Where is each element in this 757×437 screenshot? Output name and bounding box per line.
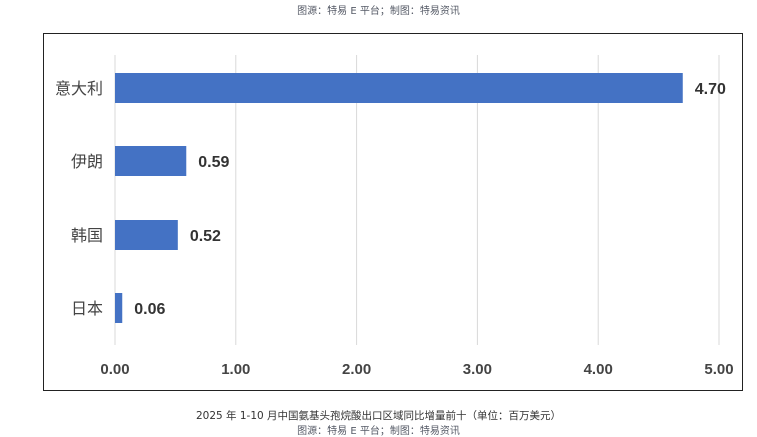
data-label: 4.70 [695, 81, 726, 98]
data-label: 0.52 [190, 228, 221, 245]
x-tick-label: 4.00 [584, 361, 613, 378]
x-tick-label: 2.00 [342, 361, 371, 378]
category-label: 韩国 [71, 226, 103, 245]
bar [115, 73, 683, 103]
bar [115, 220, 178, 250]
x-tick-label: 1.00 [221, 361, 250, 378]
x-tick-label: 0.00 [100, 361, 129, 378]
category-label: 意大利 [55, 79, 103, 98]
x-tick-label: 5.00 [704, 361, 733, 378]
data-label: 0.06 [134, 301, 165, 318]
data-label: 0.59 [198, 154, 229, 171]
bar [115, 293, 123, 323]
chart-frame [43, 33, 743, 391]
source-note-bottom: 图源：特易 E 平台；制图：特易资讯 [297, 426, 460, 437]
category-label: 日本 [71, 299, 103, 318]
bar [115, 146, 187, 176]
source-note-top: 图源：特易 E 平台；制图：特易资讯 [297, 6, 460, 17]
chart-caption: 2025 年 1-10 月中国氨基头孢烷酸出口区域同比增量前十（单位：百万美元） [195, 410, 562, 422]
bar-chart: 0.00 1.00 2.00 3.00 4.00 5.00 意大利 4.70 伊朗 0.59 韩国 0… [55, 55, 734, 378]
x-tick-label: 3.00 [463, 361, 492, 378]
category-label: 伊朗 [71, 152, 103, 171]
